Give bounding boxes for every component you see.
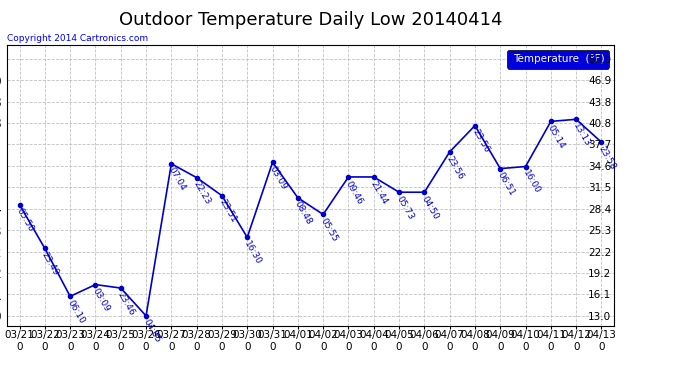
Legend: Temperature  (°F): Temperature (°F) — [507, 50, 609, 69]
Text: 05:55: 05:55 — [318, 216, 339, 243]
Text: 23:56: 23:56 — [445, 154, 466, 181]
Text: 03:09: 03:09 — [268, 165, 288, 191]
Text: 03:09: 03:09 — [90, 286, 111, 314]
Text: Outdoor Temperature Daily Low 20140414: Outdoor Temperature Daily Low 20140414 — [119, 11, 502, 29]
Text: 07:04: 07:04 — [166, 166, 187, 193]
Text: 06:51: 06:51 — [495, 171, 516, 198]
Text: 08:48: 08:48 — [293, 200, 314, 226]
Text: 22:23: 22:23 — [192, 180, 213, 206]
Text: 23:56: 23:56 — [470, 128, 491, 154]
Text: 23:51: 23:51 — [217, 198, 238, 225]
Text: 04:05: 04:05 — [141, 318, 162, 345]
Text: 13:13: 13:13 — [571, 122, 592, 148]
Text: 06:10: 06:10 — [66, 298, 86, 326]
Text: 16:00: 16:00 — [521, 169, 542, 195]
Text: 16:30: 16:30 — [242, 240, 263, 266]
Text: 04:50: 04:50 — [420, 194, 440, 221]
Text: 05:50: 05:50 — [14, 207, 35, 234]
Text: Copyright 2014 Cartronics.com: Copyright 2014 Cartronics.com — [7, 34, 148, 43]
Text: 23:49: 23:49 — [40, 251, 61, 277]
Text: 09:46: 09:46 — [344, 179, 364, 206]
Text: 23:58: 23:58 — [597, 144, 618, 171]
Text: 05:73: 05:73 — [394, 194, 415, 221]
Text: 21:44: 21:44 — [369, 179, 390, 206]
Text: 05:14: 05:14 — [546, 123, 566, 150]
Text: 23:46: 23:46 — [116, 290, 137, 317]
